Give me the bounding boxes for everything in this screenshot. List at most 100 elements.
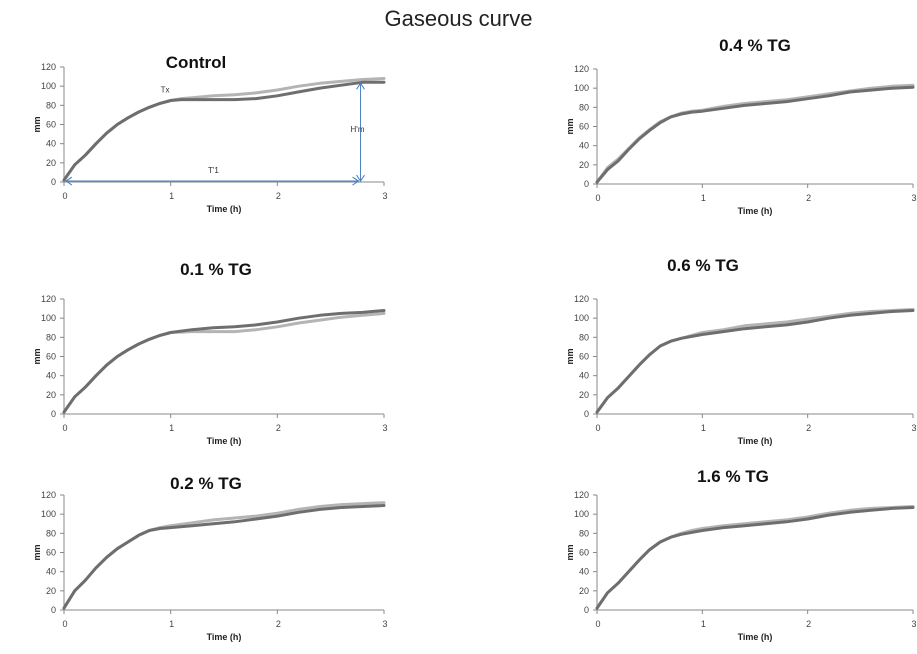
panel-3-x-tick-label: 0 <box>62 423 67 433</box>
panel-1-t1-arrowhead-right <box>352 176 360 186</box>
panel-4-y-tick-label: 0 <box>584 409 589 419</box>
panel-1-series-line-1 <box>62 80 386 182</box>
panel-6-y-tick-label: 0 <box>584 605 589 615</box>
panel-6-x-axis-label: Time (h) <box>738 632 773 642</box>
panel-5-y-tick-label: 40 <box>46 567 56 577</box>
panel-1-hm-label: H'm <box>351 125 365 134</box>
panel-2-series-line-1 <box>595 85 915 184</box>
panel-5-x-axis-label: Time (h) <box>207 632 242 642</box>
panel-3-series-line-1 <box>62 309 386 414</box>
panel-3-x-axis-label: Time (h) <box>207 436 242 446</box>
panel-3-x-tick-label: 2 <box>276 423 281 433</box>
panel-1-y-tick-label: 80 <box>46 100 56 110</box>
panel-1-y-tick-label: 40 <box>46 139 56 149</box>
panel-5-y-tick-label: 120 <box>41 490 56 500</box>
panel-5-x-tick-label: 3 <box>382 619 387 629</box>
panel-6-y-tick-label: 80 <box>579 528 589 538</box>
panel-3-y-tick-label: 100 <box>41 313 56 323</box>
panel-2-x-tick-label: 3 <box>911 193 916 203</box>
panel-5-x-tick-label: 0 <box>62 619 67 629</box>
panel-1-y-tick-label: 60 <box>46 120 56 130</box>
panel-3-title: 0.1 % TG <box>180 260 252 279</box>
panel-6-y-tick-label: 60 <box>579 548 589 558</box>
panel-2-x-tick-label: 0 <box>595 193 600 203</box>
panel-6-y-tick-label: 100 <box>574 509 589 519</box>
panel-4-y-tick-label: 100 <box>574 313 589 323</box>
panel-6-y-tick-label: 20 <box>579 586 589 596</box>
panel-1-y-tick-label: 100 <box>41 81 56 91</box>
panel-5-series-line-1 <box>62 504 386 610</box>
panel-3-x-tick-label: 1 <box>169 423 174 433</box>
panel-4-x-tick-label: 3 <box>911 423 916 433</box>
panel-5-x-tick-label: 1 <box>169 619 174 629</box>
panel-6-series-line-2 <box>595 505 915 610</box>
panel-3-y-tick-label: 120 <box>41 294 56 304</box>
panel-2-y-tick-label: 20 <box>579 160 589 170</box>
panel-1-y-tick-label: 20 <box>46 158 56 168</box>
panel-1-x-tick-label: 0 <box>62 191 67 201</box>
panel-1-title: Control <box>166 53 226 72</box>
panel-5-y-tick-label: 20 <box>46 586 56 596</box>
panel-1-x-axis-label: Time (h) <box>207 204 242 214</box>
panel-6-series-line-1 <box>595 506 915 610</box>
panel-4-y-tick-label: 80 <box>579 332 589 342</box>
panel-5-y-tick-label: 0 <box>51 605 56 615</box>
panel-5-x-tick-label: 2 <box>276 619 281 629</box>
panel-5-y-tick-label: 80 <box>46 528 56 538</box>
panel-1-y-tick-label: 120 <box>41 62 56 72</box>
panel-1-y-axis-label: mm <box>32 116 42 132</box>
panel-2-y-axis-label: mm <box>565 118 575 134</box>
panel-2-y-tick-label: 100 <box>574 83 589 93</box>
panel-2-y-tick-label: 0 <box>584 179 589 189</box>
panel-6-y-axis-label: mm <box>565 544 575 560</box>
panel-2-y-tick-label: 80 <box>579 102 589 112</box>
panel-6-x-tick-label: 0 <box>595 619 600 629</box>
panel-2-y-tick-label: 120 <box>574 64 589 74</box>
panel-4-x-tick-label: 0 <box>595 423 600 433</box>
panel-1-x-tick-label: 1 <box>169 191 174 201</box>
panel-4-y-tick-label: 60 <box>579 352 589 362</box>
panel-6-y-tick-label: 40 <box>579 567 589 577</box>
panel-3-y-tick-label: 20 <box>46 390 56 400</box>
panel-2-title: 0.4 % TG <box>719 36 791 55</box>
panel-4-series-line-1 <box>595 309 915 414</box>
panel-2-x-tick-label: 2 <box>806 193 811 203</box>
panel-2-y-tick-label: 40 <box>579 141 589 151</box>
panel-6-x-tick-label: 3 <box>911 619 916 629</box>
panel-4-y-tick-label: 120 <box>574 294 589 304</box>
panel-5-y-tick-label: 100 <box>41 509 56 519</box>
panel-4-y-tick-label: 40 <box>579 371 589 381</box>
panel-4-x-axis-label: Time (h) <box>738 436 773 446</box>
panel-6-y-tick-label: 120 <box>574 490 589 500</box>
panel-1-t1-arrowhead-left <box>65 176 73 186</box>
panel-2-x-tick-label: 1 <box>701 193 706 203</box>
panel-6-x-tick-label: 2 <box>806 619 811 629</box>
panel-3-y-tick-label: 0 <box>51 409 56 419</box>
panel-4-x-tick-label: 2 <box>806 423 811 433</box>
panel-6-title: 1.6 % TG <box>697 467 769 486</box>
panel-2-x-axis-label: Time (h) <box>738 206 773 216</box>
panel-1-hm-arrowhead-bottom <box>356 174 365 182</box>
panel-3-y-tick-label: 80 <box>46 332 56 342</box>
panel-1-hm-arrowhead-top <box>356 82 365 90</box>
panel-2-y-tick-label: 60 <box>579 122 589 132</box>
panel-6-x-tick-label: 1 <box>701 619 706 629</box>
panel-1-t1-label: T'1 <box>208 166 219 175</box>
panel-5-series-line-2 <box>62 501 386 610</box>
panel-3-y-tick-label: 60 <box>46 352 56 362</box>
panel-5-y-tick-label: 60 <box>46 548 56 558</box>
panel-4-y-tick-label: 20 <box>579 390 589 400</box>
panel-4-y-axis-label: mm <box>565 348 575 364</box>
panel-5-y-axis-label: mm <box>32 544 42 560</box>
figure-title: Gaseous curve <box>384 6 533 31</box>
panel-1-y-tick-label: 0 <box>51 177 56 187</box>
panel-3-y-tick-label: 40 <box>46 371 56 381</box>
panel-1-x-tick-label: 2 <box>276 191 281 201</box>
panel-1-x-tick-label: 3 <box>382 191 387 201</box>
panel-4-x-tick-label: 1 <box>701 423 706 433</box>
panel-5-title: 0.2 % TG <box>170 474 242 493</box>
panel-3-y-axis-label: mm <box>32 348 42 364</box>
panel-4-title: 0.6 % TG <box>667 256 739 275</box>
panel-1-tx-label: Tx <box>161 86 170 95</box>
